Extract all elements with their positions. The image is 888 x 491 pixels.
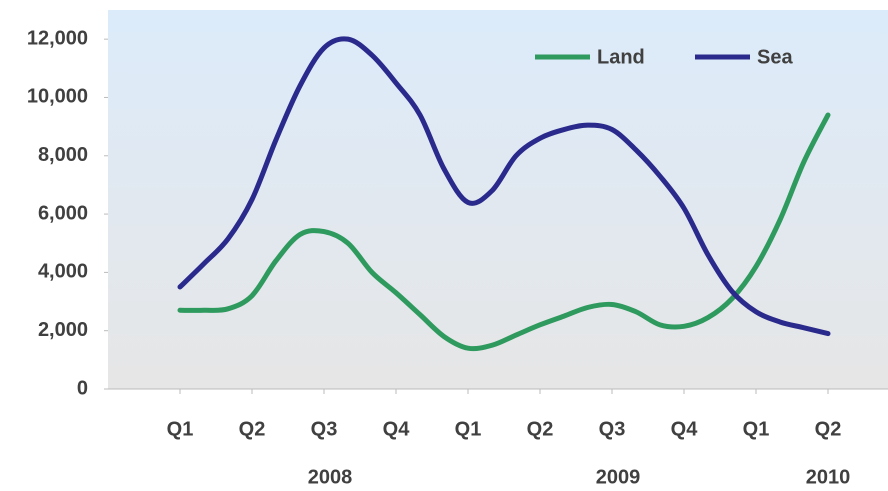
x-tick-label: Q1 — [167, 418, 194, 440]
y-tick-label: 2,000 — [38, 319, 88, 341]
series-line — [177, 112, 831, 352]
x-tick-label: Q3 — [311, 418, 338, 440]
x-tick-label: Q4 — [383, 418, 411, 440]
y-tick-label: 4,000 — [38, 261, 88, 283]
x-tick-label: Q3 — [599, 418, 626, 440]
y-tick-label: 8,000 — [38, 144, 88, 166]
plot-area — [108, 10, 888, 389]
legend-label: Land — [597, 46, 645, 68]
x-tick-label: Q1 — [743, 418, 770, 440]
y-tick-label: 10,000 — [27, 86, 88, 108]
legend-label: Sea — [757, 46, 793, 68]
x-tick-label: Q4 — [671, 418, 699, 440]
y-tick-label: 0 — [77, 377, 88, 399]
x-tick-label: Q1 — [455, 418, 482, 440]
year-label: 2008 — [308, 466, 353, 488]
y-tick-label: 6,000 — [38, 202, 88, 224]
x-tick-label: Q2 — [527, 418, 554, 440]
y-tick-label: 12,000 — [27, 27, 88, 49]
x-tick-label: Q2 — [239, 418, 266, 440]
year-label: 2010 — [806, 466, 851, 488]
year-label: 2009 — [596, 466, 641, 488]
x-tick-label: Q2 — [815, 418, 842, 440]
series-line — [177, 36, 831, 337]
